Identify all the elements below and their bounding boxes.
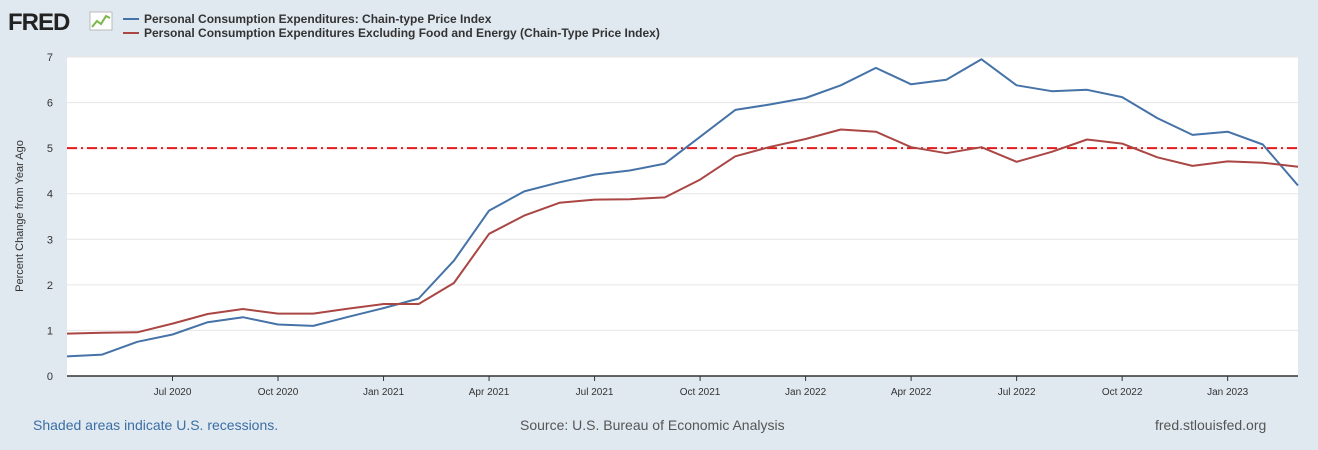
x-tick-label: Jul 2020 xyxy=(154,387,192,398)
x-tick-label: Jul 2021 xyxy=(576,387,614,398)
source-note: Source: U.S. Bureau of Economic Analysis xyxy=(520,417,785,433)
y-tick-label: 7 xyxy=(47,52,53,64)
x-tick-label: Jan 2022 xyxy=(785,387,827,398)
y-tick-label: 1 xyxy=(47,325,53,337)
x-tick-label: Jan 2021 xyxy=(363,387,405,398)
y-tick-label: 2 xyxy=(47,280,53,292)
x-tick-label: Oct 2021 xyxy=(680,387,721,398)
chart-trend-icon xyxy=(89,11,113,31)
plot-area xyxy=(67,57,1298,376)
x-tick-label: Oct 2020 xyxy=(258,387,299,398)
y-tick-label: 6 xyxy=(47,98,53,110)
y-axis-label: Percent Change from Year Ago xyxy=(14,140,26,292)
y-tick-label: 4 xyxy=(47,189,53,201)
x-tick-label: Apr 2021 xyxy=(469,387,510,398)
legend: Personal Consumption Expenditures: Chain… xyxy=(123,12,660,40)
y-axis: 0 1 2 3 4 5 6 7 xyxy=(47,52,53,383)
y-tick-label: 3 xyxy=(47,234,53,246)
x-tick-label: Apr 2022 xyxy=(891,387,932,398)
fred-logo-text: FRED xyxy=(8,9,70,36)
legend-label-pce: Personal Consumption Expenditures: Chain… xyxy=(144,12,492,26)
fred-logo[interactable]: FRED xyxy=(8,9,113,36)
series-line-core-pce xyxy=(66,128,1299,335)
fred-url[interactable]: fred.stlouisfed.org xyxy=(1155,417,1267,433)
y-tick-label: 0 xyxy=(47,371,53,383)
series-layer xyxy=(66,58,1299,358)
legend-label-core-pce: Personal Consumption Expenditures Exclud… xyxy=(144,26,660,40)
x-tick-label: Jul 2022 xyxy=(998,387,1036,398)
series-line-pce xyxy=(66,58,1299,358)
recession-note: Shaded areas indicate U.S. recessions. xyxy=(33,417,279,433)
y-tick-label: 5 xyxy=(47,143,53,155)
x-tick-label: Oct 2022 xyxy=(1102,387,1143,398)
x-tick-label: Jan 2023 xyxy=(1207,387,1249,398)
x-axis: Jul 2020 Oct 2020 Jan 2021 Apr 2021 Jul 2021… xyxy=(154,376,1249,398)
